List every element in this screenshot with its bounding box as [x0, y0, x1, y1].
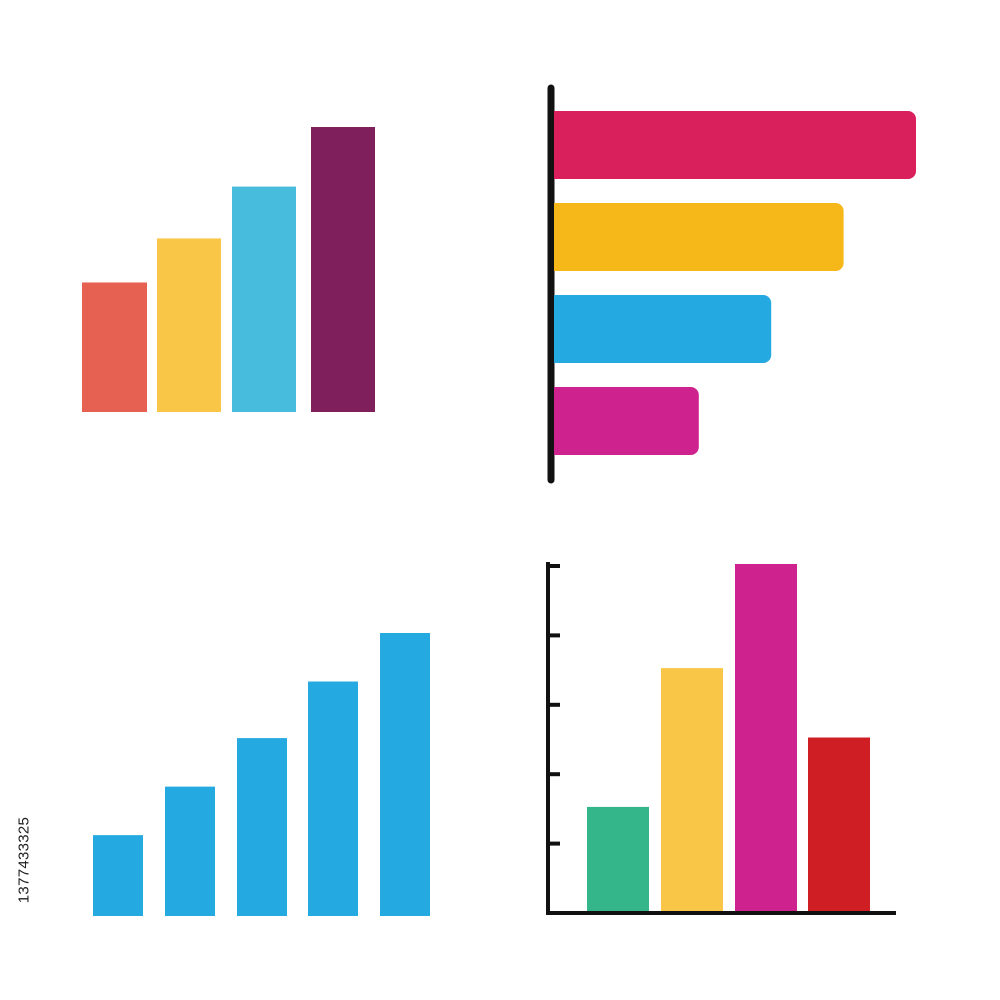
bar-3: [232, 186, 296, 412]
bar-3: [554, 295, 772, 363]
chart-horizontal-bars: [547, 84, 916, 484]
bar-5: [380, 633, 430, 916]
image-id-label: 1377433325: [15, 816, 33, 904]
bar-1: [554, 111, 916, 179]
chart-vertical-bars-with-axes: [546, 562, 896, 915]
chart-vertical-bars-blue: [93, 633, 430, 916]
bar-4: [554, 387, 699, 455]
bar-2: [661, 668, 723, 911]
bar-1: [587, 806, 649, 911]
bar-1: [82, 282, 147, 412]
bar-4: [308, 681, 358, 916]
image-id-label-container: 1377433325: [4, 760, 44, 960]
bar-2-square-end: [554, 203, 566, 271]
bar-4-square-end: [554, 387, 566, 455]
bar-2: [157, 238, 221, 412]
bar-3-square-end: [554, 295, 566, 363]
bar-3: [237, 738, 287, 916]
bar-4: [808, 737, 870, 911]
bar-2: [165, 786, 215, 916]
chart-vertical-bars-multicolor: [82, 127, 375, 412]
bar-4: [311, 127, 375, 412]
bar-3: [735, 564, 797, 911]
bar-1: [93, 835, 143, 916]
bar-2: [554, 203, 844, 271]
bar-1-square-end: [554, 111, 566, 179]
